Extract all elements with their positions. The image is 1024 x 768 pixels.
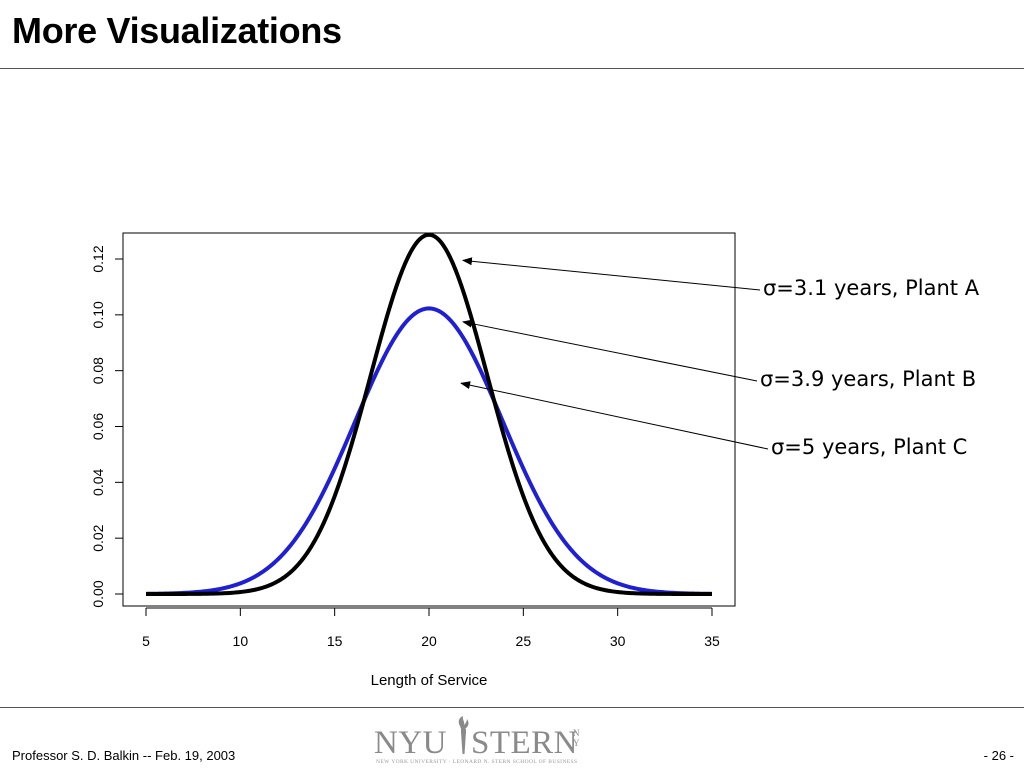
svg-text:NEW YORK UNIVERSITY · LEONARD: NEW YORK UNIVERSITY · LEONARD N. STERN S…: [376, 759, 577, 765]
svg-text:NYU: NYU: [374, 725, 447, 761]
density-chart: 5 10 15 20 25 30 35 0.000.020.040.060.080.100.…: [90, 232, 769, 689]
annotation-arrow-2: [460, 381, 769, 450]
y-tick-label: 0.00: [90, 580, 106, 607]
x-tick-label: 15: [327, 633, 343, 649]
annotation-plant-a: σ=3.1 years, Plant A: [763, 276, 980, 300]
x-axis: 5 10 15 20 25 30 35: [142, 607, 720, 649]
svg-text:STERN: STERN: [471, 725, 578, 761]
svg-text:N: N: [573, 728, 580, 738]
footer-author: Professor S. D. Balkin -- Feb. 19, 2003: [12, 748, 236, 763]
slide-title: More Visualizations: [12, 10, 342, 51]
footer-divider: [0, 707, 1024, 708]
density-curve-0: [145, 232, 713, 596]
density-curve-1: [145, 306, 713, 596]
annotation-arrow-0: [461, 257, 761, 291]
y-tick-label: 0.02: [90, 524, 106, 551]
nyu-stern-logo: NYU STERN NEW YORK UNIVERSITY · LEONARD …: [374, 716, 580, 765]
x-tick-label: 20: [421, 633, 437, 649]
page-number: - 26 -: [983, 748, 1014, 763]
x-tick-label: 25: [516, 633, 532, 649]
annotation-arrow-1: [461, 319, 758, 382]
svg-text:Y: Y: [573, 738, 580, 748]
title-divider: [0, 68, 1024, 69]
x-tick-label: 35: [704, 633, 720, 649]
x-axis-label: Length of Service: [371, 672, 488, 689]
annotation-plant-c: σ=5 years, Plant C: [771, 435, 968, 459]
y-tick-label: 0.04: [90, 468, 106, 495]
x-tick-label: 30: [610, 633, 626, 649]
x-tick-label: 10: [233, 633, 249, 649]
y-tick-label: 0.06: [90, 413, 106, 440]
torch-icon: [458, 716, 469, 754]
x-tick-label: 5: [142, 633, 150, 649]
y-tick-label: 0.10: [90, 301, 106, 328]
series-layer: [145, 232, 713, 596]
y-tick-label: 0.12: [90, 245, 106, 272]
plot-frame: [122, 232, 736, 607]
y-tick-label: 0.08: [90, 357, 106, 384]
annotation-arrows: [460, 257, 769, 450]
y-axis: 0.00 0.02 0.04 0.06 0.08 0.10 0.12: [90, 245, 124, 608]
annotation-plant-b: σ=3.9 years, Plant B: [760, 367, 977, 391]
